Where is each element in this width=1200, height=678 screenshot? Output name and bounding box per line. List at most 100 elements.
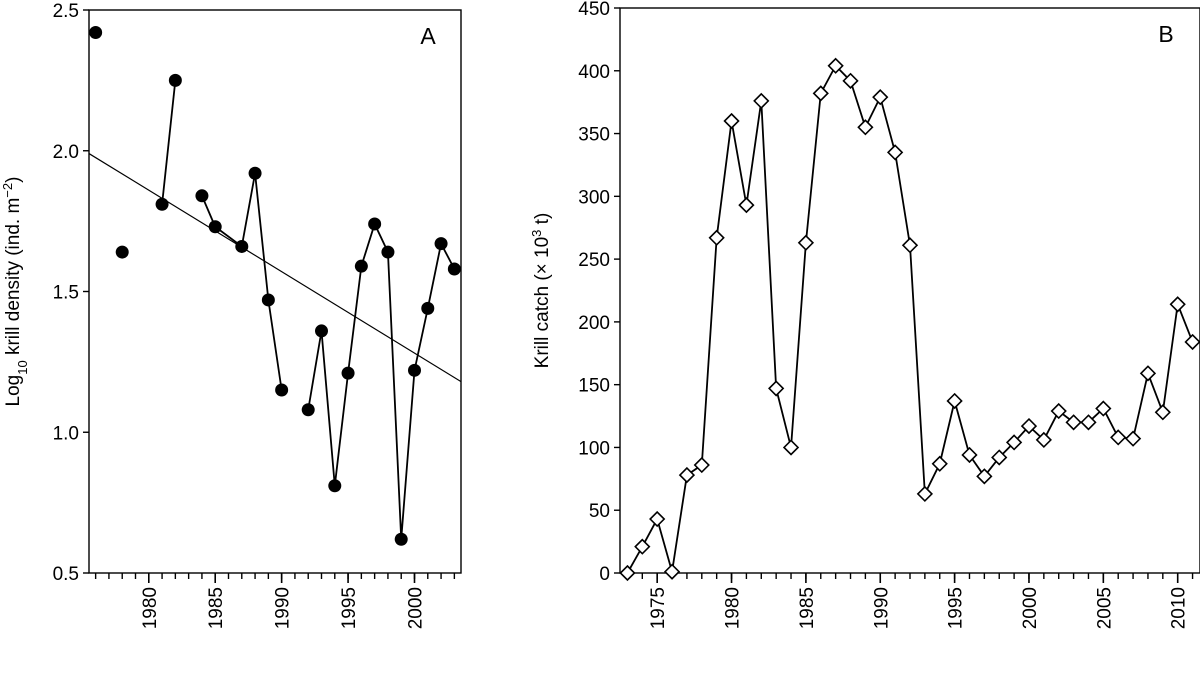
y-axis-label-part: Log <box>3 375 24 407</box>
data-point <box>723 112 740 130</box>
data-point <box>649 510 666 528</box>
data-point <box>381 245 395 259</box>
data-point <box>931 455 948 472</box>
y-tick-label: 250 <box>578 250 610 271</box>
y-tick-label: 350 <box>578 125 610 146</box>
series-line <box>307 221 456 540</box>
y-tick-label: 450 <box>578 0 610 20</box>
y-tick-label: 400 <box>578 62 610 83</box>
data-point <box>168 73 182 87</box>
x-tick-label: 1995 <box>339 587 360 629</box>
data-point <box>1154 404 1171 421</box>
x-tick-label: 1975 <box>648 587 669 629</box>
data-point <box>619 564 636 582</box>
y-axis-label-script: 3 <box>529 230 544 237</box>
data-point <box>115 245 129 259</box>
data-point <box>301 403 315 417</box>
x-tick-label: 1980 <box>140 587 161 629</box>
data-point <box>89 26 103 40</box>
panel-a: 0.5 1.0 1.5 2.0 2.5 1980 1985 1990 1995 2000 Log10… <box>0 1 462 629</box>
panel-b: 0 50 100 150 200 250 300 350 400 450 1975 1980 1985 1… <box>529 0 1200 629</box>
data-point <box>195 189 209 203</box>
data-point <box>693 456 710 474</box>
panel-label: A <box>420 23 436 49</box>
data-point <box>421 301 435 315</box>
data-point <box>434 237 448 251</box>
data-point <box>354 259 368 273</box>
data-point <box>663 563 681 580</box>
y-tick-label: 200 <box>578 313 610 334</box>
y-axis-label: Log10 krill density (ind. m−2) <box>0 177 30 407</box>
y-axis-label-part: t) <box>532 213 553 230</box>
data-point <box>1124 430 1142 447</box>
data-point <box>208 220 222 234</box>
plot-frame <box>619 7 1200 574</box>
x-tick-label: 1985 <box>206 587 227 629</box>
x-tick-label: 1995 <box>946 587 967 629</box>
data-point <box>782 439 800 456</box>
x-tick-label: 2000 <box>406 587 427 629</box>
data-point <box>328 479 342 493</box>
y-axis-label-script: −2 <box>0 183 15 198</box>
data-point <box>408 363 421 377</box>
data-point <box>248 166 262 180</box>
y-tick-label: 1.0 <box>53 423 79 444</box>
y-tick-label: 0 <box>599 564 610 585</box>
data-point <box>1065 414 1082 431</box>
y-tick-label: 2.0 <box>53 142 79 163</box>
data-point <box>901 237 919 254</box>
y-tick-label: 50 <box>589 501 610 522</box>
y-axis-label-part: krill density (ind. m <box>3 198 24 361</box>
data-point <box>315 324 328 338</box>
x-tick-label: 2000 <box>1020 587 1041 629</box>
y-axis-label-script: 10 <box>15 360 30 374</box>
data-point <box>991 449 1008 466</box>
data-point <box>1005 434 1023 451</box>
data-point <box>886 144 904 161</box>
x-tick-label: 1990 <box>273 587 294 629</box>
data-point <box>768 380 785 397</box>
trend-line <box>88 153 462 383</box>
x-tick-label: 2005 <box>1094 587 1115 629</box>
series-line <box>161 80 177 205</box>
data-point <box>341 366 355 380</box>
data-point <box>235 239 249 253</box>
x-tick-label: 1985 <box>797 587 818 629</box>
data-point <box>634 538 651 555</box>
panel-label: B <box>1158 21 1173 47</box>
data-point <box>738 196 755 214</box>
data-point <box>1169 296 1186 313</box>
data-point <box>1184 333 1200 351</box>
series-line <box>201 173 283 391</box>
data-point <box>827 57 844 74</box>
y-axis-label-part: ) <box>3 177 24 183</box>
y-tick-label: 300 <box>578 187 610 208</box>
data-point <box>1050 402 1067 420</box>
data-point <box>976 468 993 485</box>
data-point <box>946 392 963 410</box>
y-axis-label-part: Krill catch (× 10 <box>532 237 553 368</box>
data-point <box>916 485 934 503</box>
y-axis-label: Krill catch (× 103 t) <box>529 213 554 369</box>
data-point <box>394 532 408 546</box>
data-point <box>447 262 461 276</box>
data-point <box>842 72 859 89</box>
series-line <box>626 64 1194 574</box>
x-tick-label: 1990 <box>871 587 892 629</box>
data-point <box>812 85 829 102</box>
data-point <box>797 234 815 251</box>
x-tick-label: 1980 <box>723 587 744 629</box>
data-point <box>1035 431 1052 449</box>
x-tick-label: 2010 <box>1169 587 1190 629</box>
y-tick-label: 1.5 <box>53 283 79 304</box>
y-tick-label: 0.5 <box>53 564 79 585</box>
data-point <box>678 466 696 484</box>
y-tick-label: 2.5 <box>53 1 79 22</box>
data-point <box>961 446 978 464</box>
y-tick-label: 150 <box>578 376 610 397</box>
data-point <box>753 92 770 110</box>
y-tick-label: 100 <box>578 438 610 459</box>
data-point <box>1020 417 1038 435</box>
data-point <box>275 383 289 397</box>
